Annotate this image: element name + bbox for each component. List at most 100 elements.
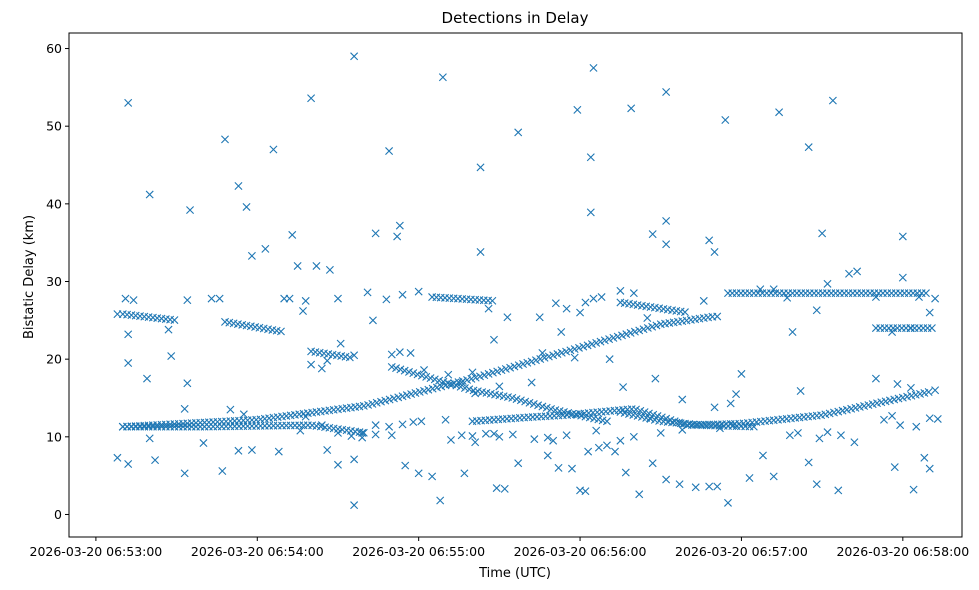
markers xyxy=(113,52,942,510)
detection-marker xyxy=(551,299,560,308)
detection-marker xyxy=(145,190,154,199)
detection-marker xyxy=(395,221,404,230)
detection-marker xyxy=(562,431,571,440)
detection-marker xyxy=(629,289,638,298)
y-axis-title: Bistatic Delay (km) xyxy=(22,215,37,339)
detection-marker xyxy=(597,293,606,302)
detection-marker xyxy=(183,379,192,388)
detection-marker xyxy=(812,306,821,315)
detection-marker xyxy=(602,441,611,450)
detection-marker xyxy=(931,386,940,395)
detection-marker xyxy=(460,469,469,478)
detection-marker xyxy=(113,453,122,462)
detection-marker xyxy=(234,446,243,455)
detection-marker xyxy=(124,460,133,468)
detection-marker xyxy=(457,431,466,440)
detection-marker xyxy=(414,287,423,296)
detection-marker xyxy=(589,63,598,72)
detection-marker xyxy=(749,422,758,431)
detection-marker xyxy=(350,52,359,61)
detection-marker xyxy=(627,104,636,113)
detection-marker xyxy=(921,289,930,298)
detection-marker xyxy=(691,483,700,492)
detection-marker xyxy=(909,485,918,494)
detection-marker xyxy=(554,463,563,472)
detection-marker xyxy=(368,316,377,325)
y-tick-label: 30 xyxy=(46,274,62,289)
detection-marker xyxy=(594,443,603,452)
detection-marker xyxy=(527,378,536,387)
detection-marker xyxy=(562,304,571,313)
detection-marker xyxy=(796,387,805,395)
detection-marker xyxy=(503,313,512,322)
detection-marker xyxy=(333,294,342,303)
y-tick-label: 20 xyxy=(46,352,62,367)
detection-marker xyxy=(495,382,504,391)
detection-marker xyxy=(586,208,595,217)
detection-marker xyxy=(726,399,735,408)
detection-marker xyxy=(576,308,585,317)
detection-marker xyxy=(896,421,905,430)
detection-marker xyxy=(242,202,251,211)
y-tick-label: 50 xyxy=(46,119,62,134)
detection-marker xyxy=(333,428,342,437)
detection-marker xyxy=(643,314,652,322)
detection-marker xyxy=(124,359,133,368)
y-tick-label: 0 xyxy=(54,507,62,522)
detection-marker xyxy=(769,285,778,294)
detection-marker xyxy=(662,475,671,484)
detection-marker xyxy=(662,216,671,225)
detection-marker xyxy=(393,232,402,241)
detection-marker xyxy=(729,421,738,430)
detection-marker xyxy=(828,96,837,105)
detection-marker xyxy=(635,490,644,499)
detection-marker xyxy=(644,409,653,418)
detection-marker xyxy=(514,128,523,137)
axes-frame xyxy=(68,32,963,538)
detection-marker xyxy=(471,389,480,398)
detection-marker xyxy=(180,469,189,478)
detection-marker xyxy=(775,108,784,117)
detection-marker xyxy=(788,327,797,336)
detection-marker xyxy=(793,428,802,437)
detection-marker xyxy=(732,390,741,399)
detection-marker xyxy=(446,435,455,444)
detection-marker xyxy=(151,456,160,465)
detection-marker xyxy=(925,308,934,317)
detection-marker xyxy=(621,468,630,477)
detection-marker xyxy=(317,364,326,373)
detection-marker xyxy=(215,294,224,303)
detection-marker xyxy=(925,464,934,473)
detection-marker xyxy=(495,432,504,441)
detection-marker xyxy=(721,115,730,124)
detection-marker xyxy=(143,374,151,383)
detection-marker xyxy=(648,230,657,239)
detection-marker xyxy=(530,435,539,444)
detection-marker xyxy=(428,472,437,481)
detection-marker xyxy=(471,438,480,447)
detection-marker xyxy=(350,501,359,510)
detection-marker xyxy=(293,261,302,270)
detection-marker xyxy=(301,412,310,421)
detection-marker xyxy=(489,335,498,344)
detection-marker xyxy=(145,434,154,443)
detection-marker xyxy=(632,405,640,414)
detection-marker xyxy=(818,229,827,238)
x-tick-label: 2026-03-20 06:53:00 xyxy=(30,544,163,559)
detection-marker xyxy=(912,422,921,431)
detection-marker xyxy=(678,425,687,434)
detection-marker xyxy=(247,446,256,455)
detection-marker xyxy=(363,288,372,297)
detection-marker xyxy=(317,421,326,430)
detection-marker xyxy=(234,181,243,190)
detection-marker xyxy=(823,279,832,288)
detection-marker xyxy=(680,308,689,317)
detection-marker xyxy=(385,147,394,156)
detection-marker xyxy=(500,484,509,493)
detection-marker xyxy=(785,431,794,440)
detection-marker xyxy=(323,356,332,365)
detection-marker xyxy=(350,351,359,360)
detection-marker xyxy=(199,439,208,448)
detection-marker xyxy=(441,415,450,424)
detection-marker xyxy=(645,414,654,423)
